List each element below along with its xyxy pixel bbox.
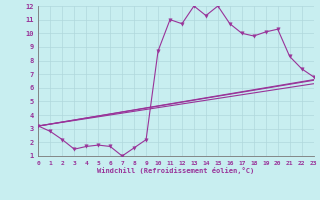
X-axis label: Windchill (Refroidissement éolien,°C): Windchill (Refroidissement éolien,°C) [97, 167, 255, 174]
